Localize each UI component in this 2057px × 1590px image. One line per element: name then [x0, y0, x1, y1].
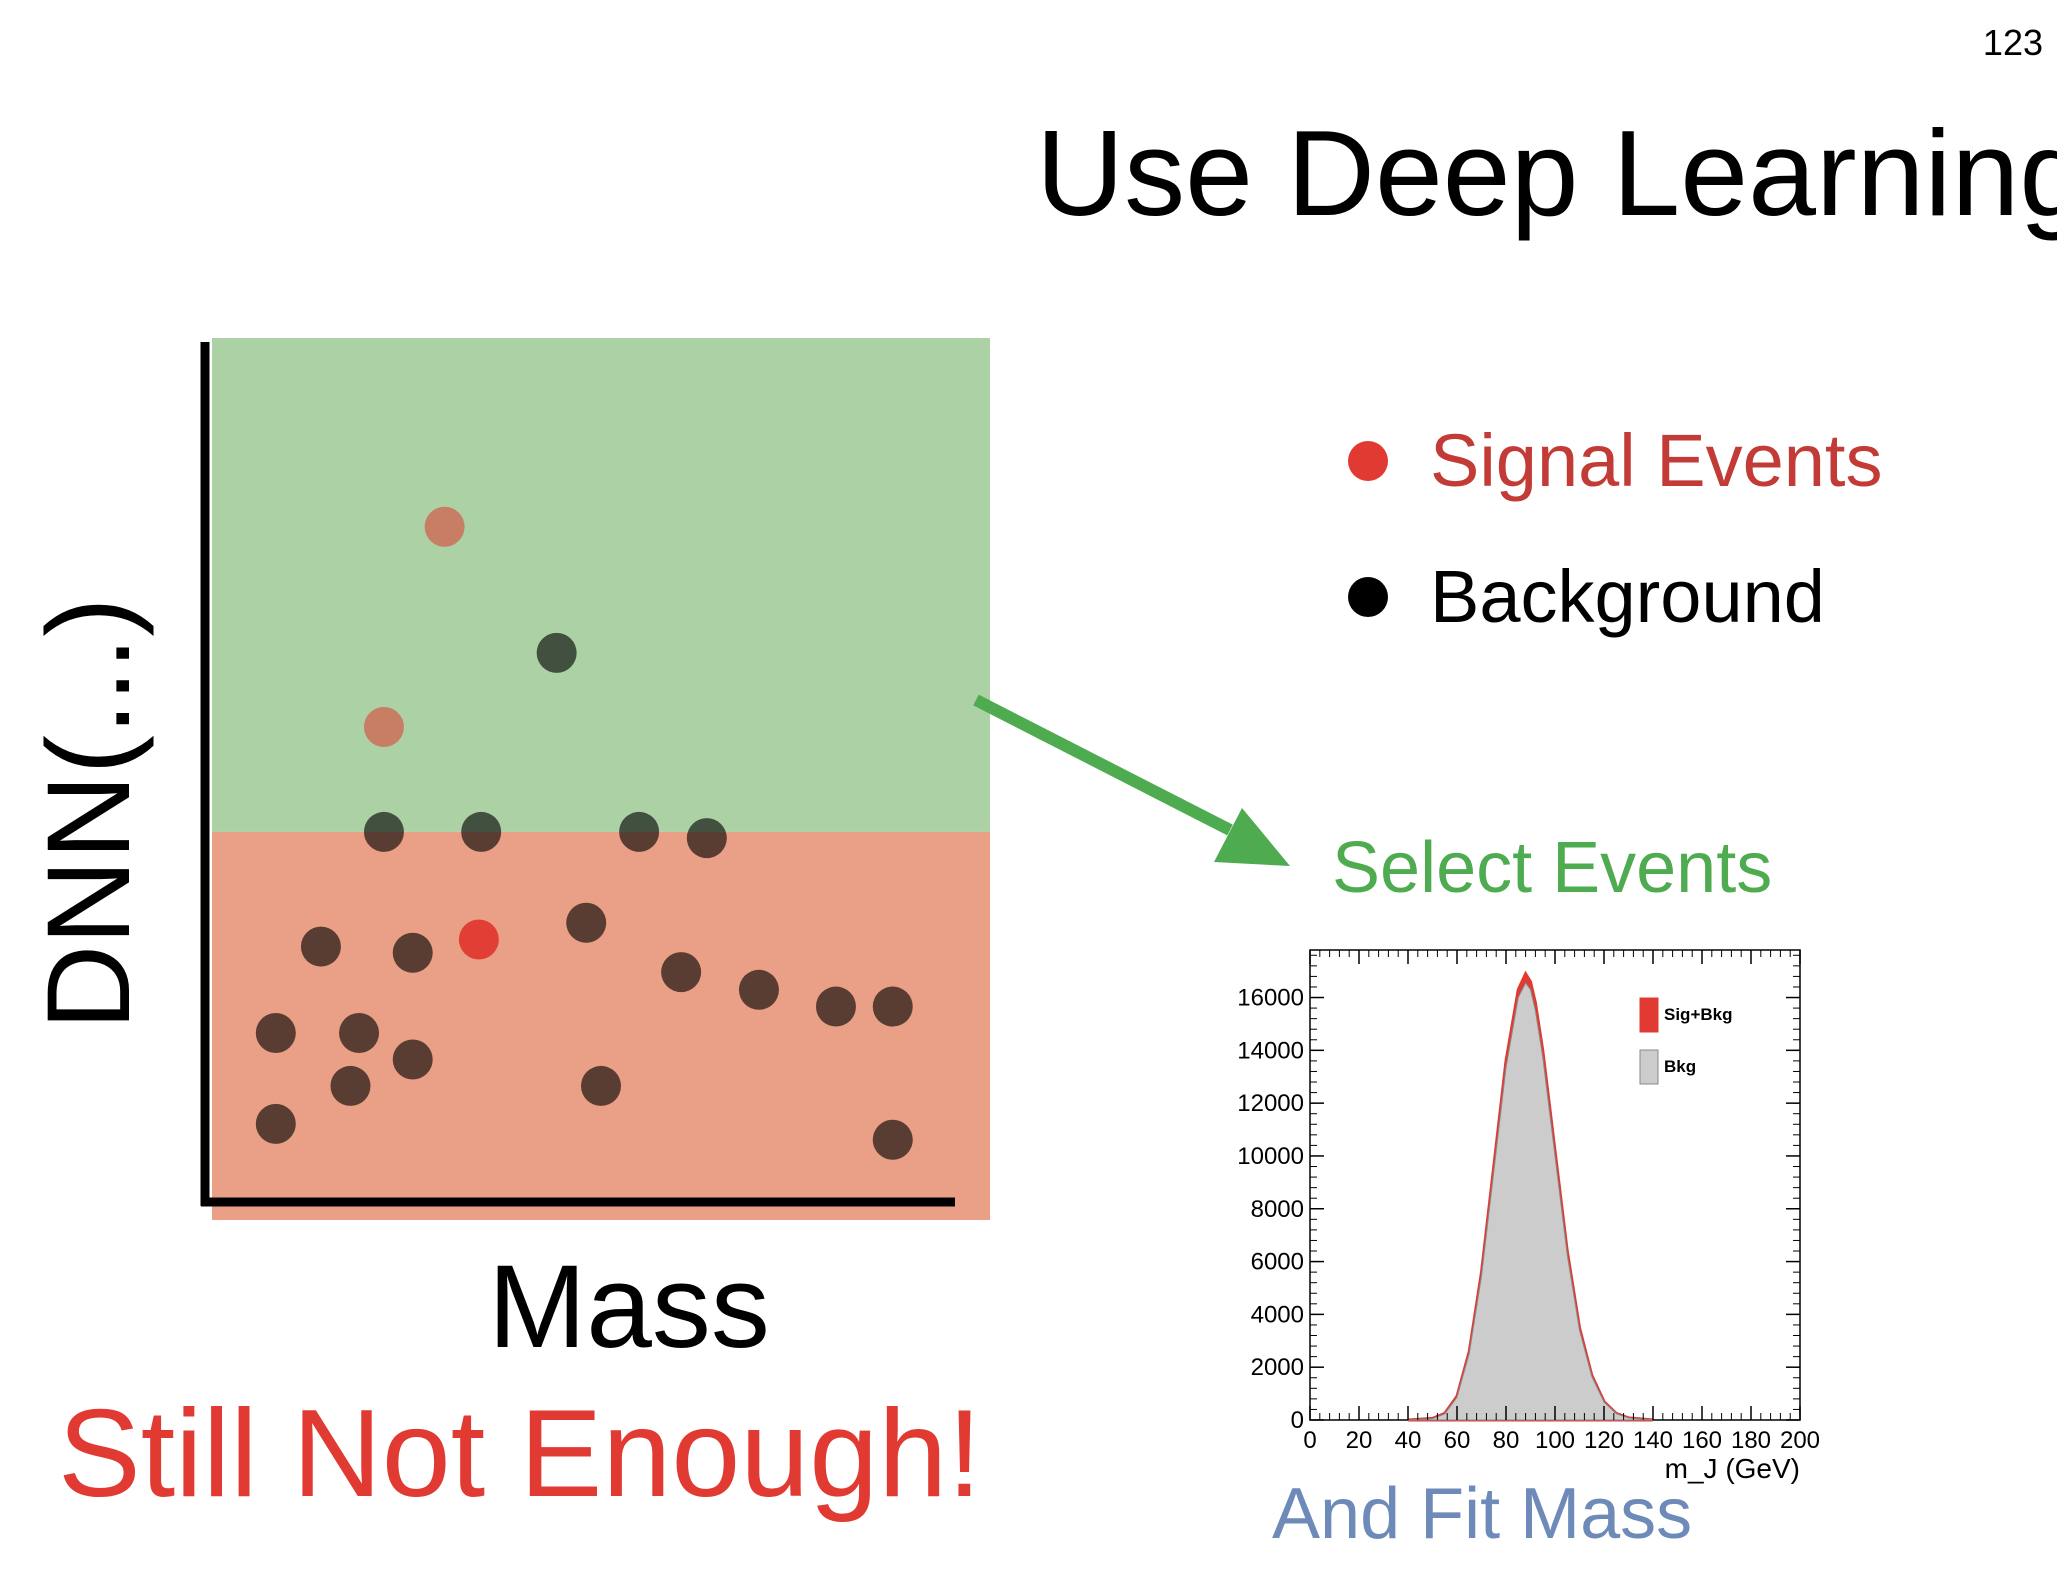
legend-item-signal: Signal Events: [1348, 424, 1883, 498]
x-tick-label: 100: [1535, 1427, 1575, 1454]
mass-histogram: 0 2000 4000 6000 8000 10000 12000 14000 16000 0 2…: [1237, 949, 1820, 1484]
histogram-legend-label: Sig+Bkg: [1664, 1005, 1733, 1024]
x-tick-label: 60: [1444, 1427, 1471, 1454]
background-dot-icon: [1348, 577, 1388, 617]
background-point: [363, 811, 404, 852]
signal-point: [424, 506, 465, 547]
dnn-mass-scatter-plot: [200, 338, 990, 1220]
background-point: [661, 952, 702, 993]
x-tick-label: 180: [1731, 1427, 1771, 1454]
background-point: [566, 902, 607, 943]
x-tick-label: 200: [1780, 1427, 1820, 1454]
arrow-shaft: [973, 694, 1233, 836]
histogram-legend-swatch: [1639, 997, 1659, 1033]
background-point: [255, 1103, 296, 1144]
histogram-legend-swatch: [1639, 1049, 1659, 1085]
histogram-x-axis-label: m_J (GeV): [1665, 1453, 1800, 1484]
background-point: [536, 632, 577, 673]
background-point: [738, 969, 779, 1010]
y-tick-label: 10000: [1237, 1143, 1304, 1170]
legend-label-signal: Signal Events: [1430, 419, 1883, 502]
background-point: [686, 818, 727, 859]
select-arrow-icon: [973, 694, 1290, 866]
background-point: [872, 986, 913, 1027]
background-point: [392, 1039, 433, 1080]
arrow-head: [1214, 808, 1290, 866]
x-tick-label: 120: [1584, 1427, 1624, 1454]
page-number: 123: [1982, 22, 2043, 63]
x-tick-label: 40: [1395, 1427, 1422, 1454]
y-tick-label: 8000: [1251, 1196, 1304, 1223]
x-axis-label: Mass: [488, 1241, 770, 1373]
y-tick-label: 16000: [1237, 985, 1304, 1012]
region-rejected: [212, 831, 990, 1220]
x-tick-label: 140: [1633, 1427, 1673, 1454]
select-events-label: Select Events: [1332, 828, 1773, 908]
background-point: [255, 1013, 296, 1054]
background-point: [581, 1065, 621, 1106]
background-point: [300, 926, 341, 967]
y-tick-label: 6000: [1251, 1249, 1304, 1276]
background-point: [339, 1013, 380, 1054]
x-tick-label: 80: [1493, 1427, 1520, 1454]
region-selected: [212, 338, 990, 832]
conclusion-text: Still Not Enough!: [58, 1385, 982, 1523]
signal-point: [458, 919, 499, 960]
background-point: [872, 1119, 913, 1160]
series-bkg-area: [1407, 982, 1654, 1421]
y-tick-label: 0: [1291, 1407, 1304, 1434]
background-point: [392, 932, 433, 973]
background-point: [461, 811, 502, 852]
fit-mass-label: And Fit Mass: [1272, 1474, 1693, 1554]
background-point: [330, 1065, 371, 1106]
legend-label-background: Background: [1430, 555, 1825, 638]
x-tick-label: 160: [1682, 1427, 1722, 1454]
legend-item-background: Background: [1348, 560, 1825, 634]
slide-title: Use Deep Learning: [1036, 105, 2057, 241]
signal-point: [363, 706, 404, 747]
histogram-legend-label: Bkg: [1664, 1057, 1696, 1076]
y-tick-label: 12000: [1237, 1090, 1304, 1117]
y-tick-label: 2000: [1251, 1354, 1304, 1381]
x-tick-label: 0: [1303, 1427, 1316, 1454]
signal-dot-icon: [1348, 441, 1388, 481]
y-tick-label: 4000: [1251, 1301, 1304, 1328]
y-tick-label: 14000: [1237, 1037, 1304, 1064]
background-point: [815, 986, 856, 1027]
y-axis-label: DNN(...): [23, 597, 155, 1030]
background-point: [619, 811, 660, 852]
x-tick-label: 20: [1346, 1427, 1373, 1454]
